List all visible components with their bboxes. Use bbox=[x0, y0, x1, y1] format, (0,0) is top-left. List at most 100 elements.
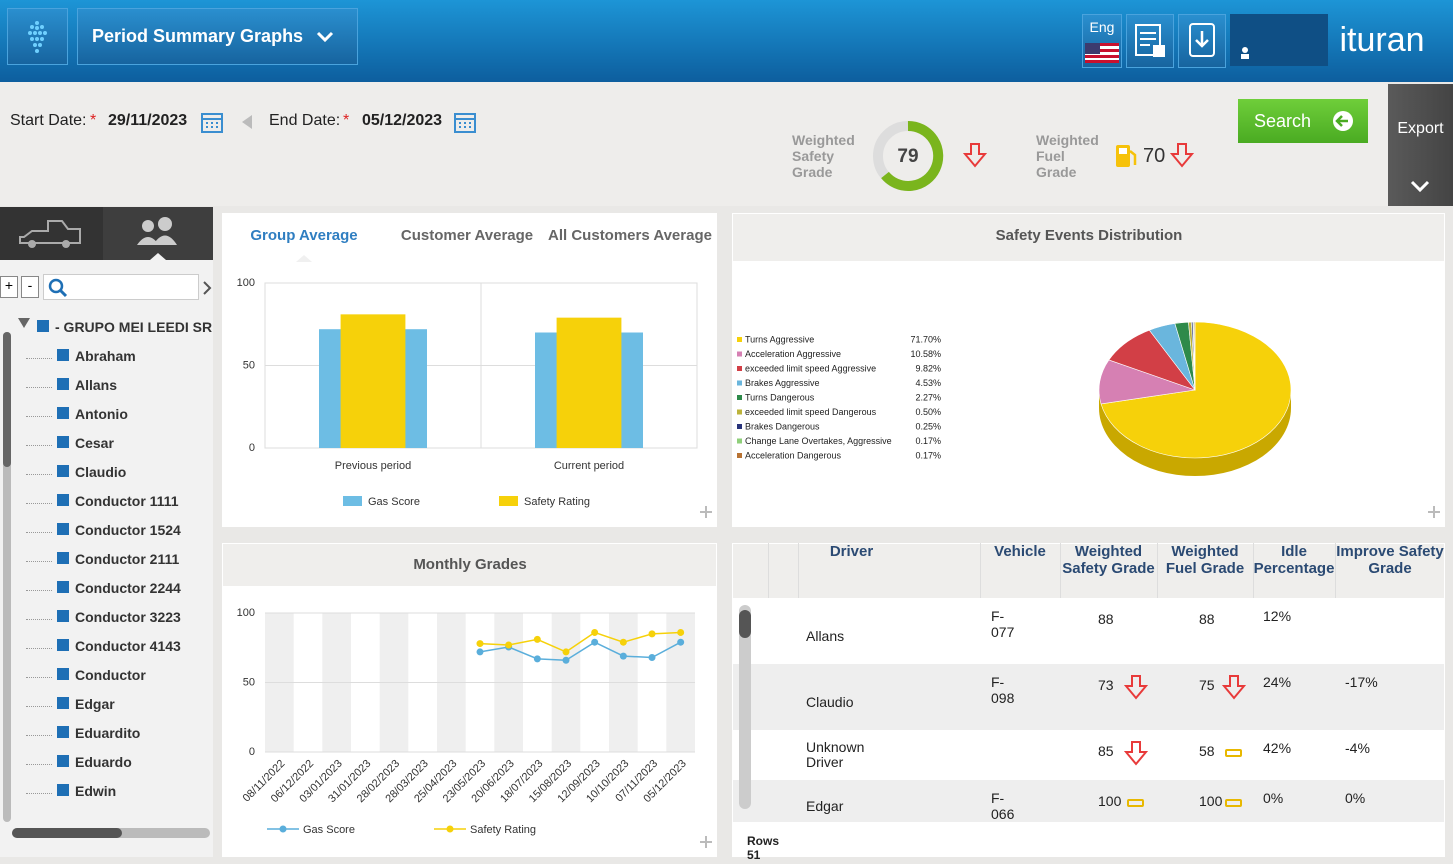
drivers-tab[interactable] bbox=[103, 207, 213, 260]
end-date[interactable]: 05/12/2023 bbox=[362, 112, 443, 129]
tab[interactable]: Customer Average bbox=[401, 227, 533, 244]
tree-group[interactable]: - GRUPO MEI LEEDI SRL bbox=[37, 319, 213, 337]
tree-line bbox=[26, 561, 52, 562]
legend-label: Safety Rating bbox=[524, 496, 590, 508]
checkbox[interactable] bbox=[57, 697, 69, 709]
driver-cell[interactable]: Allans bbox=[806, 628, 845, 644]
table-scroll-thumb[interactable] bbox=[739, 610, 751, 638]
checkbox[interactable] bbox=[57, 436, 69, 448]
expand-button[interactable]: + bbox=[0, 276, 18, 298]
horizontal-scrollbar[interactable] bbox=[12, 828, 210, 838]
calendar-icon[interactable] bbox=[200, 110, 224, 134]
checkbox[interactable] bbox=[57, 523, 69, 535]
export-button[interactable]: Export bbox=[1388, 84, 1453, 206]
driver-label[interactable]: Antonio bbox=[75, 406, 128, 422]
driver-cell[interactable]: Claudio bbox=[806, 694, 854, 710]
driver-label[interactable]: Edwin bbox=[75, 783, 117, 799]
driver-cell[interactable]: Unknown Driver bbox=[806, 739, 865, 770]
checkbox[interactable] bbox=[57, 755, 69, 767]
column-header[interactable]: Idle Percentage bbox=[1253, 543, 1335, 577]
line bbox=[479, 631, 681, 653]
start-date[interactable]: 29/11/2023 bbox=[108, 112, 188, 129]
vehicles-tab[interactable] bbox=[0, 207, 103, 260]
report-button[interactable] bbox=[1126, 14, 1174, 68]
checkbox[interactable] bbox=[57, 639, 69, 651]
required-mark: * bbox=[343, 112, 350, 129]
checkbox[interactable] bbox=[57, 552, 69, 564]
tree-toggle[interactable] bbox=[17, 317, 31, 329]
checkbox[interactable] bbox=[57, 726, 69, 738]
legend-swatch bbox=[737, 366, 742, 371]
safety-donut bbox=[873, 120, 944, 191]
legend-swatch bbox=[737, 380, 742, 386]
vertical-scrollbar[interactable] bbox=[3, 332, 11, 822]
download-button[interactable] bbox=[1178, 14, 1226, 68]
column-header[interactable]: Improve Safety Grade bbox=[1336, 543, 1444, 577]
checkbox[interactable] bbox=[57, 407, 69, 419]
driver-label[interactable]: Conductor bbox=[75, 667, 146, 683]
checkbox[interactable] bbox=[57, 378, 69, 390]
collapse-button[interactable]: - bbox=[21, 276, 39, 298]
trend-flat bbox=[1225, 799, 1242, 807]
checkbox[interactable] bbox=[57, 610, 69, 622]
checkbox[interactable] bbox=[57, 668, 69, 680]
improve-cell: -17% bbox=[1345, 674, 1378, 690]
column-header[interactable]: Vehicle bbox=[994, 543, 1046, 560]
language[interactable]: Eng bbox=[1082, 14, 1122, 68]
tree-line bbox=[26, 387, 52, 388]
scroll-right[interactable] bbox=[202, 280, 212, 296]
table-scrollbar[interactable] bbox=[739, 605, 751, 809]
checkbox[interactable] bbox=[57, 784, 69, 796]
user-box[interactable] bbox=[1230, 14, 1328, 66]
tab[interactable]: Group Average bbox=[250, 227, 357, 244]
chevron bbox=[316, 31, 334, 43]
column-header[interactable]: Weighted Fuel Grade bbox=[1165, 543, 1245, 577]
point bbox=[505, 641, 513, 649]
legend-value: 0.17% bbox=[915, 436, 941, 446]
driver-label[interactable]: Conductor 4143 bbox=[75, 638, 181, 654]
prev-arrow[interactable] bbox=[240, 114, 254, 130]
tree-line bbox=[26, 619, 52, 620]
checkbox[interactable] bbox=[57, 349, 69, 361]
legend-label: Safety Rating bbox=[470, 824, 536, 836]
driver-label[interactable]: Conductor 1111 bbox=[75, 493, 179, 509]
x-tick-label: Previous period bbox=[335, 460, 411, 472]
line bbox=[479, 641, 682, 662]
scroll-thumb[interactable] bbox=[12, 828, 122, 838]
calendar-icon[interactable] bbox=[453, 110, 477, 134]
driver-label[interactable]: Conductor 2111 bbox=[75, 551, 180, 567]
scroll-thumb[interactable] bbox=[3, 332, 11, 467]
column-header[interactable]: Driver bbox=[829, 543, 874, 560]
safety-grade: 79 bbox=[897, 146, 919, 167]
logo[interactable] bbox=[7, 8, 68, 65]
driver-label[interactable]: Claudio bbox=[75, 464, 127, 480]
tree-line bbox=[26, 793, 52, 794]
point bbox=[619, 652, 627, 660]
driver-label[interactable]: Edgar bbox=[75, 696, 115, 712]
driver-label[interactable]: Conductor 3223 bbox=[75, 609, 181, 625]
checkbox[interactable] bbox=[57, 465, 69, 477]
driver-label[interactable]: Allans bbox=[75, 377, 118, 393]
tree-line bbox=[26, 648, 52, 649]
search-button[interactable]: Search bbox=[1238, 99, 1368, 143]
checkbox[interactable] bbox=[57, 494, 69, 506]
page-selector[interactable]: Period Summary Graphs bbox=[77, 8, 358, 65]
down-arrow bbox=[1170, 143, 1194, 168]
search-arrow bbox=[1333, 111, 1353, 131]
checkbox[interactable] bbox=[57, 581, 69, 593]
search-label: Search bbox=[1254, 111, 1312, 131]
driver-label[interactable]: Conductor 1524 bbox=[75, 522, 181, 538]
driver-cell[interactable]: Edgar bbox=[806, 798, 844, 814]
search-input[interactable] bbox=[43, 274, 199, 300]
legend-label: Gas Score bbox=[303, 824, 355, 836]
driver-label[interactable]: Eduardito bbox=[75, 725, 141, 741]
driver-label[interactable]: Conductor 2244 bbox=[75, 580, 181, 596]
driver-label[interactable]: Cesar bbox=[75, 435, 114, 451]
page-title: Period Summary Graphs bbox=[92, 26, 304, 46]
column-header[interactable]: Weighted Safety Grade bbox=[1062, 543, 1155, 577]
driver-label[interactable]: Eduardo bbox=[75, 754, 132, 770]
legend-swatch bbox=[737, 409, 742, 415]
driver-label[interactable]: Abraham bbox=[75, 348, 136, 364]
tab[interactable]: All Customers Average bbox=[548, 227, 712, 244]
point bbox=[476, 640, 484, 648]
